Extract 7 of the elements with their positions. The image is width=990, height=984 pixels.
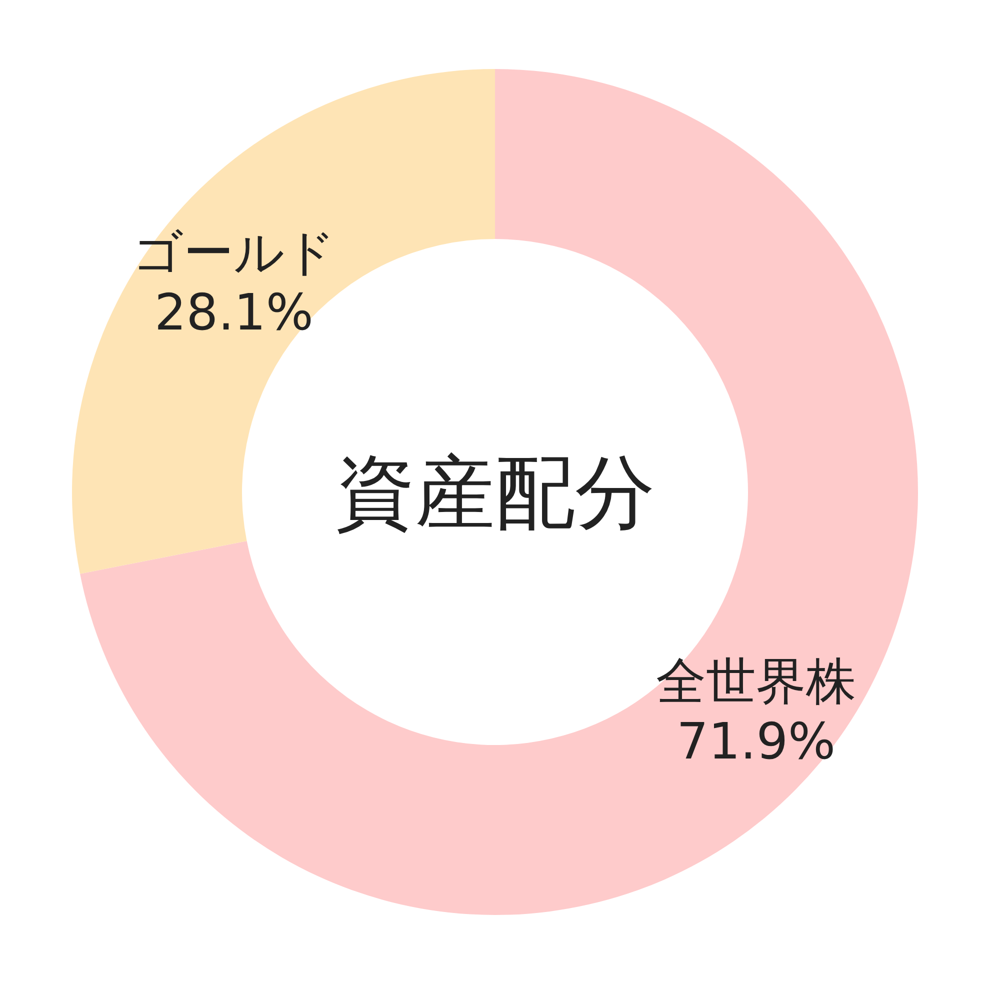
donut-slice <box>72 69 495 574</box>
data-label: 28.1% <box>154 283 314 342</box>
donut-slice <box>80 69 918 915</box>
slice-label: ゴールド <box>132 223 336 282</box>
slice-label: 全世界株 <box>656 652 856 711</box>
text: 資産配分 <box>335 446 655 539</box>
data-label: 71.9% <box>676 712 836 771</box>
